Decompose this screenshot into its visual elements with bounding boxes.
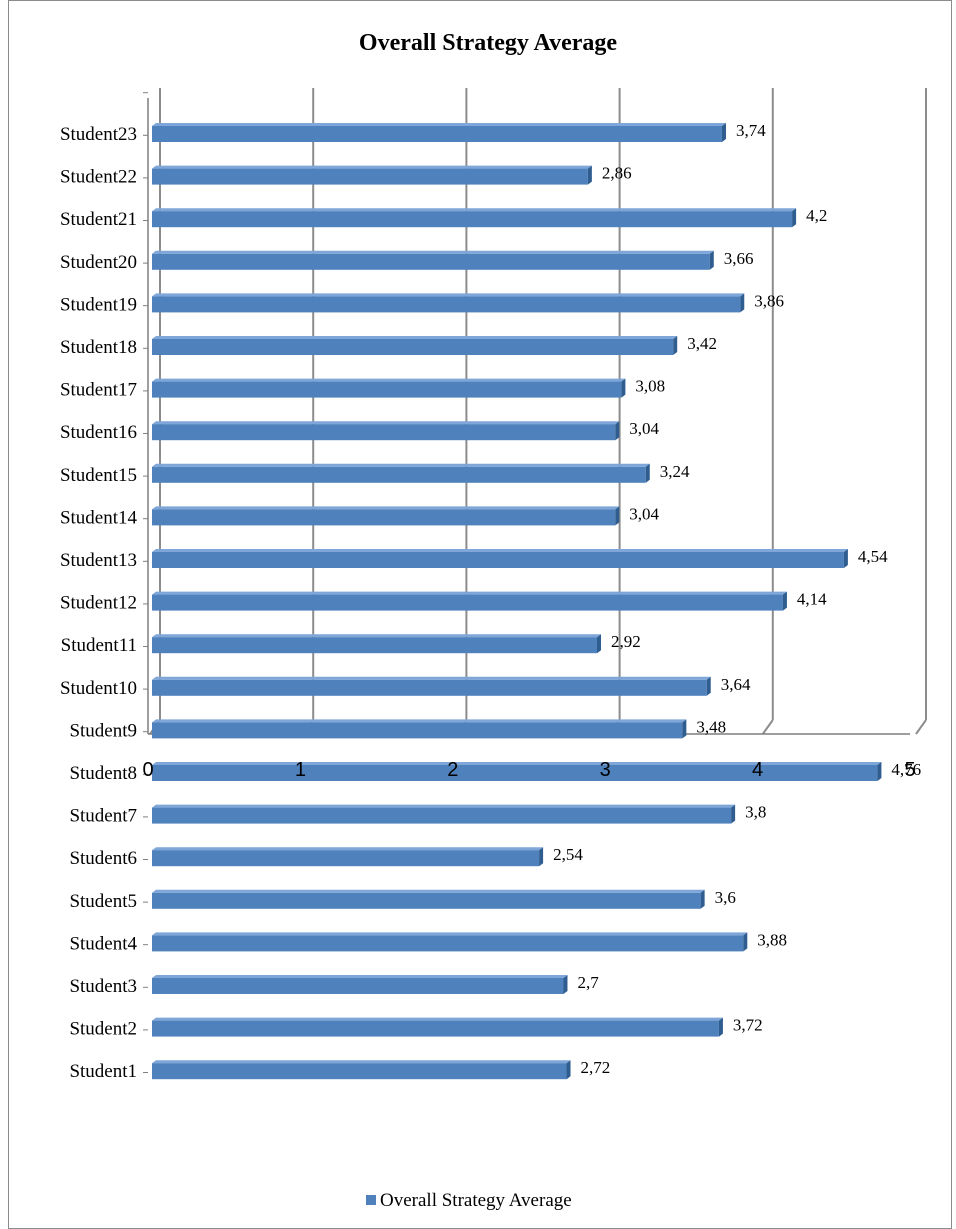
bar-student5: [152, 889, 705, 909]
gridlines: [149, 88, 927, 735]
legend: Overall Strategy Average: [366, 1190, 572, 1211]
bar-student1: [152, 1060, 571, 1080]
data-label: 3,72: [733, 1016, 763, 1035]
gridline: [915, 88, 927, 735]
x-tick-label: 0: [142, 759, 153, 781]
bar-student10: [152, 676, 711, 696]
category-label: Student3: [69, 976, 137, 997]
category-label: Student7: [69, 806, 137, 827]
bar-student16: [152, 421, 620, 441]
bar-student18: [152, 336, 678, 355]
data-label: 3,04: [629, 419, 659, 438]
bar-student23: [152, 123, 726, 142]
category-label: Student19: [60, 294, 137, 315]
gridline: [761, 88, 774, 735]
x-tick-label: 4: [752, 759, 763, 781]
category-label: Student1: [69, 1061, 137, 1082]
x-tick-label: 5: [904, 759, 915, 781]
category-label: Student12: [60, 593, 137, 614]
category-label: Student2: [69, 1019, 137, 1040]
data-label: 3,04: [629, 504, 659, 523]
bar-student19: [152, 293, 745, 313]
bar-student11: [152, 634, 602, 654]
category-label: Student17: [60, 380, 137, 401]
category-label: Student5: [69, 891, 137, 912]
bar-student13: [152, 549, 848, 568]
category-label: Student11: [61, 635, 137, 656]
category-label: Student20: [60, 252, 137, 273]
category-label: Student15: [60, 465, 137, 486]
x-tick-label: 1: [295, 759, 306, 781]
data-label: 3,48: [696, 717, 726, 736]
chart-title: Overall Strategy Average: [359, 30, 617, 56]
category-label: Student22: [60, 167, 137, 188]
bar-student4: [152, 932, 748, 952]
data-label: 3,86: [754, 291, 784, 310]
category-label: Student9: [69, 720, 137, 741]
x-tick-label: 2: [447, 759, 458, 781]
category-label: Student13: [60, 550, 137, 571]
bar-student6: [152, 847, 544, 867]
category-label: Student6: [69, 848, 137, 869]
data-labels: 3,74 2,86 4,2 3,66 3,86 3,42 3,08 3,04 3,24 3,04 4…: [553, 121, 921, 1077]
bar-student17: [152, 378, 626, 398]
bar-student22: [152, 165, 592, 185]
data-label: 3,08: [635, 377, 665, 396]
data-label: 4,54: [858, 547, 888, 566]
data-label: 2,92: [611, 632, 641, 651]
legend-swatch: [366, 1195, 376, 1205]
category-labels: Student23 Student22 Student21 Student20 Stud…: [60, 124, 138, 1082]
data-label: 4,2: [806, 206, 827, 225]
data-label: 3,24: [660, 462, 690, 481]
data-label: 3,6: [715, 888, 736, 907]
bar-student12: [152, 591, 787, 611]
bar-student8: [152, 762, 882, 781]
category-label: Student14: [60, 507, 138, 528]
data-label: 2,7: [577, 973, 599, 992]
data-label: 3,74: [736, 121, 766, 140]
bar-student9: [152, 719, 687, 739]
bar-student2: [152, 1017, 723, 1037]
category-label: Student8: [69, 763, 137, 784]
data-label: 4,14: [797, 590, 827, 609]
data-label: 3,66: [724, 249, 754, 268]
data-label: 3,42: [687, 334, 717, 353]
bar-student7: [152, 804, 736, 824]
category-label: Student10: [60, 678, 137, 699]
category-label: Student16: [60, 422, 137, 443]
axes: [143, 92, 910, 1073]
data-label: 2,86: [602, 164, 632, 183]
data-label: 2,54: [553, 845, 583, 864]
category-label: Student4: [69, 933, 137, 954]
bars: [152, 123, 882, 1080]
category-label: Student21: [60, 209, 137, 230]
category-label: Student18: [60, 337, 137, 358]
data-label: 3,64: [721, 675, 751, 694]
bar-student15: [152, 463, 650, 483]
bar-student20: [152, 250, 714, 270]
bar-student14: [152, 506, 620, 526]
data-label: 3,88: [757, 930, 787, 949]
x-tick-label: 3: [600, 759, 611, 781]
category-label: Student23: [60, 124, 137, 145]
legend-label: Overall Strategy Average: [380, 1190, 572, 1211]
bar-student21: [152, 208, 797, 228]
data-label: 4,76: [891, 760, 921, 779]
x-tick-labels: 0 1 2 3 4 5: [142, 759, 915, 781]
bar-student3: [152, 975, 568, 994]
data-label: 3,8: [745, 803, 766, 822]
data-label: 2,72: [581, 1058, 611, 1077]
